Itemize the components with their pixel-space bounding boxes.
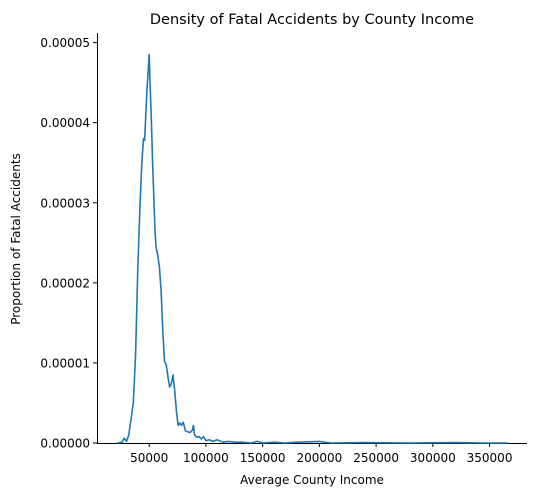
x-ticks: 50000 100000 150000 200000 250000 300000 35000… <box>130 443 512 465</box>
x-tick-label: 200000 <box>296 451 342 465</box>
x-axis-label: Average County Income <box>240 473 384 487</box>
density-line <box>117 53 508 444</box>
y-tick-label: 0.00003 <box>40 196 90 210</box>
x-tick-label: 150000 <box>240 451 286 465</box>
y-axis-label: Proportion of Fatal Accidents <box>9 153 23 325</box>
y-ticks: 0.00000 0.00001 0.00002 0.00003 0.00004 0.000… <box>40 36 97 451</box>
y-tick-label: 0.00001 <box>40 356 90 370</box>
chart-title: Density of Fatal Accidents by County Inc… <box>150 12 474 28</box>
x-tick-label: 300000 <box>410 451 456 465</box>
y-tick-label: 0.00005 <box>40 36 90 50</box>
x-tick-label: 100000 <box>183 451 229 465</box>
x-tick-label: 250000 <box>353 451 399 465</box>
x-tick-label: 50000 <box>130 451 168 465</box>
x-tick-label: 350000 <box>467 451 513 465</box>
y-tick-label: 0.00002 <box>40 276 90 290</box>
y-tick-label: 0.00000 <box>40 437 90 451</box>
y-tick-label: 0.00004 <box>40 116 90 130</box>
